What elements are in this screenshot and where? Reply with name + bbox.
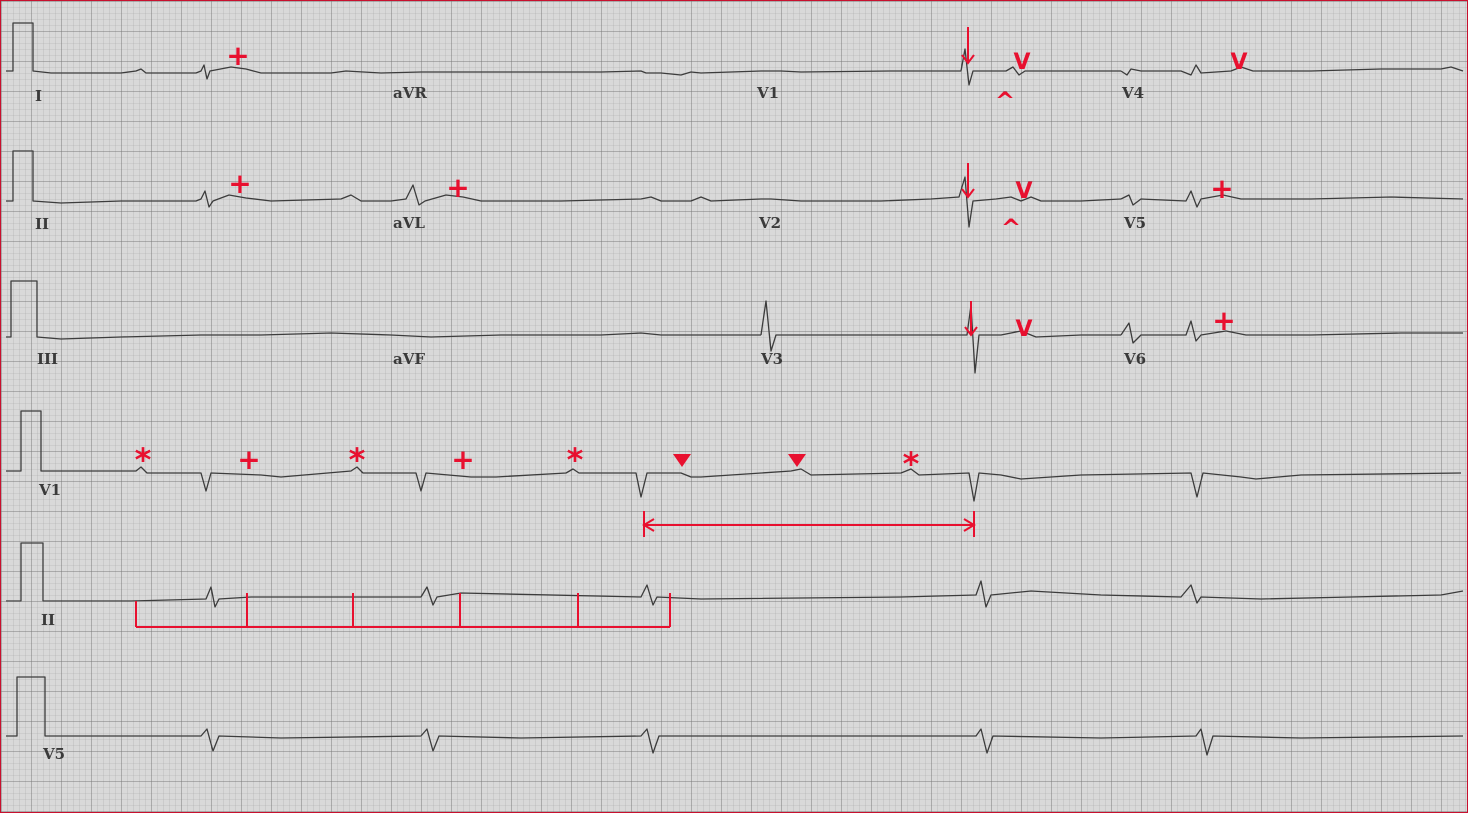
trace-rhythm-II — [6, 542, 1464, 608]
triangle-marker — [788, 454, 806, 467]
trace-lead-V5 — [1120, 190, 1464, 208]
v-marker: V — [1013, 50, 1030, 75]
plus-marker: + — [226, 39, 249, 72]
plus-marker: + — [446, 171, 469, 204]
trace-lead-V3 — [760, 300, 1121, 374]
label-lead-V1: V1 — [756, 84, 779, 102]
caret-marker: ^ — [995, 87, 1015, 115]
down-arrow-icon — [964, 301, 978, 337]
label-lead-II: II — [35, 215, 49, 233]
trace-rhythm-V1 — [6, 410, 1462, 502]
label-rhythm-V5: V5 — [42, 745, 65, 763]
trace-rhythm-V5 — [6, 676, 1464, 756]
plus-marker: + — [1212, 304, 1235, 337]
plus-marker: + — [451, 443, 474, 476]
label-rhythm-II: II — [41, 611, 55, 629]
interval-double-arrow — [642, 511, 976, 537]
label-lead-III: III — [37, 350, 58, 368]
trace-lead-V2 — [761, 176, 1122, 228]
star-marker: * — [903, 445, 920, 483]
v-marker: V — [1015, 317, 1032, 342]
trace-lead-III — [6, 280, 392, 340]
label-lead-I: I — [35, 87, 42, 105]
plus-marker: + — [237, 443, 260, 476]
trace-lead-aVL — [390, 184, 762, 206]
label-lead-V3: V3 — [760, 350, 783, 368]
down-arrow-icon — [961, 27, 975, 65]
label-lead-aVL: aVL — [393, 214, 425, 232]
plus-marker: + — [228, 167, 251, 200]
triangle-marker — [673, 454, 691, 467]
star-marker: * — [349, 441, 366, 479]
label-lead-aVF: aVF — [393, 350, 425, 368]
trace-lead-II — [6, 150, 391, 208]
trace-lead-V6 — [1120, 320, 1463, 344]
v-marker: V — [1230, 50, 1247, 75]
trace-lead-V4 — [1120, 64, 1464, 76]
star-marker: * — [135, 441, 152, 479]
plus-marker: + — [1210, 172, 1233, 205]
label-lead-aVR: aVR — [393, 84, 427, 102]
star-marker: * — [567, 441, 584, 479]
label-lead-V2: V2 — [758, 214, 781, 232]
trace-lead-aVF — [390, 332, 761, 338]
down-arrow-icon — [961, 163, 975, 199]
caret-marker: ^ — [1001, 214, 1021, 242]
label-lead-V4: V4 — [1121, 84, 1144, 102]
trace-lead-I — [6, 22, 382, 80]
trace-lead-V1 — [761, 48, 1121, 86]
label-lead-V5: V5 — [1123, 214, 1146, 232]
trace-lead-aVR — [380, 70, 762, 76]
rr-interval-bracket — [135, 593, 671, 628]
label-lead-V6: V6 — [1123, 350, 1146, 368]
label-rhythm-V1: V1 — [38, 481, 61, 499]
v-marker: V — [1015, 179, 1032, 204]
